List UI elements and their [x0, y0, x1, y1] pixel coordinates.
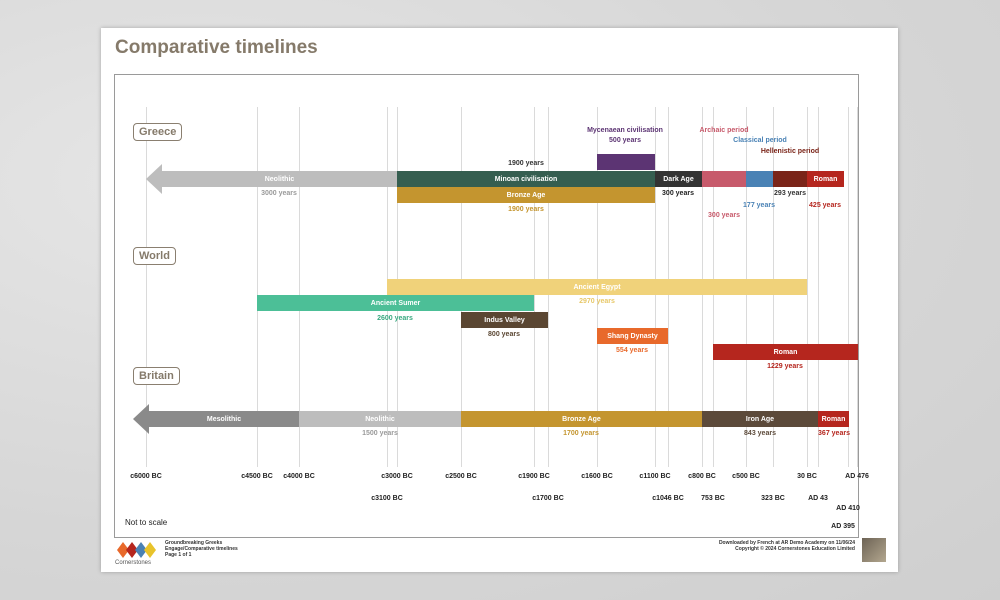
footer-left: Groundbreaking Greeks Engage/Comparative… [165, 540, 238, 558]
footer-line: Groundbreaking Greeks [165, 540, 223, 546]
greece-classical-years: 177 years [743, 202, 775, 209]
world-roman-years: 1229 years [767, 363, 803, 370]
section-label-britain: Britain [133, 367, 180, 385]
greece-classical-label: Classical period [733, 137, 787, 144]
britain-bronze-years: 1700 years [563, 430, 599, 437]
greece-mycenaean-years: 500 years [609, 137, 641, 144]
tick-label: c1100 BC [639, 473, 671, 480]
tick-label: c1046 BC [652, 495, 684, 502]
britain-roman-bar: Roman [818, 411, 849, 427]
britain-mesolithic-bar: Mesolithic [149, 411, 299, 427]
footer-right: Downloaded by French at AR Demo Academy … [719, 540, 855, 552]
arrow-left-icon [146, 164, 162, 194]
tick-label: AD 395 [831, 523, 855, 530]
greece-archaic-years: 300 years [708, 212, 740, 219]
gridline [848, 107, 849, 467]
tick-label: c1700 BC [532, 495, 564, 502]
greece-roman-bar: Roman [807, 171, 844, 187]
cornerstones-logo [117, 542, 156, 558]
britain-iron-years: 843 years [744, 430, 776, 437]
britain-bronze-bar: Bronze Age [461, 411, 702, 427]
britain-neolithic-years: 1500 years [362, 430, 398, 437]
section-label-greece: Greece [133, 123, 183, 141]
world-roman-bar: Roman [713, 344, 858, 360]
greece-roman-years: 425 years [809, 202, 841, 209]
tick-label: c4500 BC [241, 473, 273, 480]
section-label-world: World [133, 247, 176, 265]
tick-label: AD 410 [836, 505, 860, 512]
tick-label: c3100 BC [371, 495, 403, 502]
tick-label: c1600 BC [581, 473, 613, 480]
world-sumer-bar: Ancient Sumer [257, 295, 534, 311]
gridline [146, 107, 147, 467]
greece-minoan-bar: Minoan civilisation [397, 171, 655, 187]
greece-archaic-bar [702, 171, 746, 187]
tick-label: AD 476 [845, 473, 869, 480]
greece-mycenaean-label: Mycenaean civilisation [587, 127, 663, 134]
tick-label: c500 BC [732, 473, 760, 480]
gridline [807, 107, 808, 467]
tick-label: 323 BC [761, 495, 785, 502]
world-egypt-years: 2970 years [579, 298, 615, 305]
britain-iron-bar: Iron Age [702, 411, 818, 427]
footer-line: Downloaded by French at AR Demo Academy … [718, 540, 855, 546]
gridline [257, 107, 258, 467]
tick-label: 753 BC [701, 495, 725, 502]
greece-classical-bar [746, 171, 773, 187]
gridline [299, 107, 300, 467]
world-indus-years: 800 years [488, 331, 520, 338]
greece-archaic-label: Archaic period [699, 127, 749, 134]
greece-dark-age-bar: Dark Age [655, 171, 702, 187]
footer-line: Page 1 of 1 [165, 552, 192, 558]
greece-minoan-years: 1900 years [508, 160, 544, 167]
tick-label: c3000 BC [381, 473, 413, 480]
greece-neolithic-bar: Neolithic [162, 171, 397, 187]
tick-label: c1900 BC [518, 473, 550, 480]
greece-hellenistic-years: 293 years [774, 190, 806, 197]
world-indus-bar: Indus Valley [461, 312, 548, 328]
britain-roman-years: 367 years [818, 430, 850, 437]
tick-label: c6000 BC [130, 473, 162, 480]
world-sumer-years: 2600 years [377, 315, 413, 322]
gridline [818, 107, 819, 467]
greece-hellenistic-bar [773, 171, 807, 187]
footer-line: Copyright © 2024 Cornerstones Education … [735, 546, 855, 552]
tick-label: c800 BC [688, 473, 716, 480]
world-shang-years: 554 years [616, 347, 648, 354]
world-egypt-bar: Ancient Egypt [387, 279, 807, 295]
britain-neolithic-bar: Neolithic [299, 411, 461, 427]
tick-label: c4000 BC [283, 473, 315, 480]
greece-neolithic-years: 3000 years [261, 190, 297, 197]
arrow-left-icon [133, 404, 149, 434]
tick-label: c2500 BC [445, 473, 477, 480]
greece-dark-age-years: 300 years [662, 190, 694, 197]
chart-frame [114, 74, 859, 538]
author-thumbnail [862, 538, 886, 562]
logo-text: Cornerstones [115, 560, 152, 566]
page-title: Comparative timelines [115, 37, 318, 58]
world-shang-bar: Shang Dynasty [597, 328, 668, 344]
greece-hellenistic-label: Hellenistic period [760, 148, 820, 155]
footer-line: Engage/Comparative timelines [165, 546, 238, 552]
greece-bronze-years: 1900 years [508, 206, 544, 213]
gridline [857, 107, 858, 467]
not-to-scale-note: Not to scale [125, 518, 168, 527]
greece-mycenaean-bar [597, 154, 655, 170]
greece-bronze-bar: Bronze Age [397, 187, 655, 203]
tick-label: AD 43 [808, 495, 828, 502]
tick-label: 30 BC [797, 473, 817, 480]
